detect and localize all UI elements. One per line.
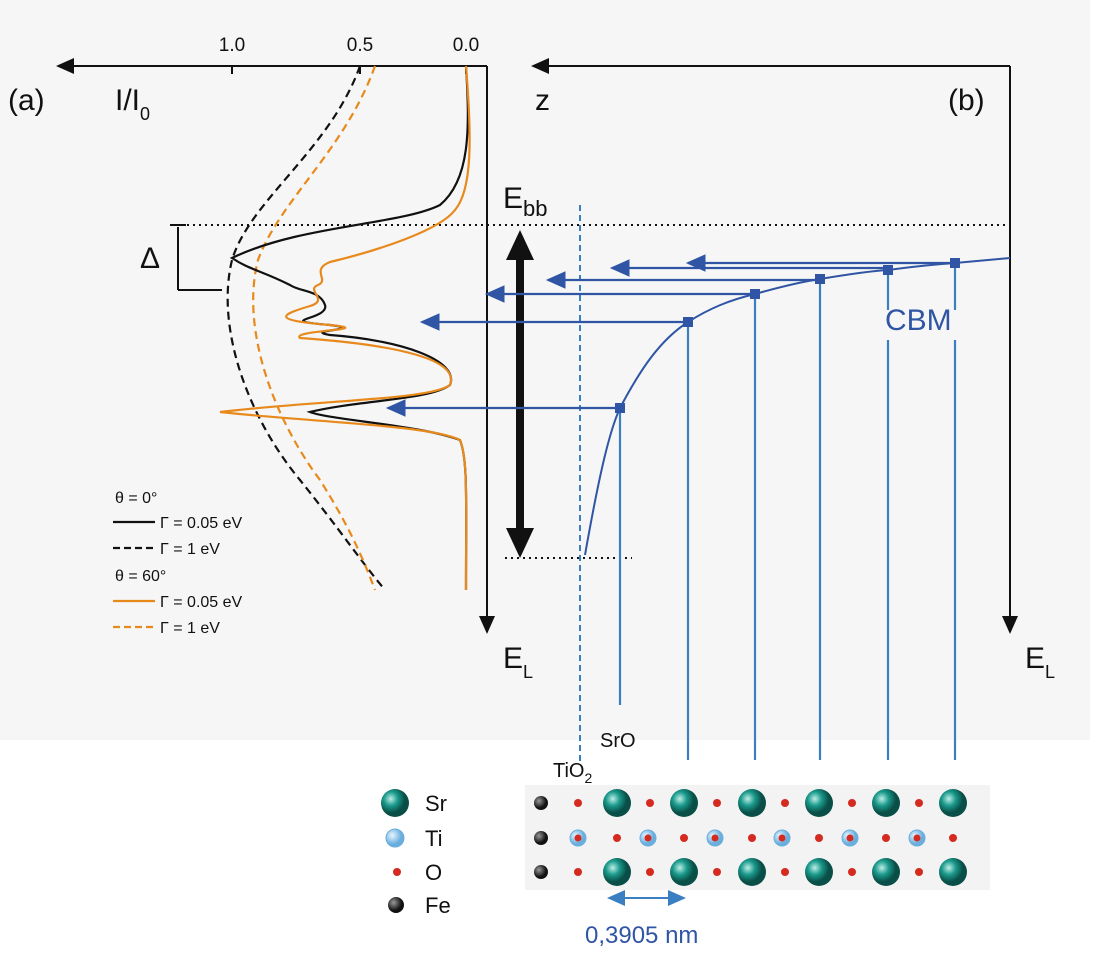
atom — [781, 799, 789, 807]
atom — [574, 868, 582, 876]
atom — [848, 799, 856, 807]
legend-title: θ = 60° — [115, 568, 166, 585]
legend-entry: Γ = 1 eV — [160, 541, 220, 558]
atom — [713, 868, 721, 876]
lattice — [534, 789, 967, 886]
atom — [872, 789, 900, 817]
atom — [872, 858, 900, 886]
atom — [815, 834, 823, 842]
atom — [913, 834, 921, 842]
axis-label: EL — [503, 642, 533, 682]
atom — [534, 796, 548, 810]
atom — [603, 789, 631, 817]
delta-label: Δ — [140, 242, 160, 275]
atom — [805, 858, 833, 886]
layer-main: TiO — [553, 760, 584, 782]
axis-label: z — [535, 84, 550, 117]
panel-label: (b) — [948, 84, 985, 117]
axis-label-sub: 0 — [140, 104, 150, 124]
legend-entry: Γ = 0.05 eV — [160, 594, 243, 611]
panel-background — [0, 0, 1090, 740]
ebb-main: E — [503, 182, 523, 215]
atom — [711, 834, 719, 842]
atom — [534, 865, 548, 879]
atom — [644, 834, 652, 842]
atom — [738, 789, 766, 817]
atom — [882, 834, 890, 842]
panel-b — [505, 58, 1018, 765]
legend-entry: Γ = 1 eV — [160, 620, 220, 637]
legend-entry: Ti — [425, 826, 443, 851]
layer-label: TiO2 — [553, 760, 592, 786]
ebb-label: Ebb — [503, 182, 548, 221]
legend-entry: O — [425, 860, 442, 885]
axis-label-main: E — [503, 642, 523, 675]
legend-entry: Γ = 0.05 eV — [160, 515, 243, 532]
atom — [646, 868, 654, 876]
axis-label: EL — [1025, 642, 1055, 682]
tick-label: 0.5 — [347, 35, 373, 56]
atom — [646, 799, 654, 807]
cbm-label: CBM — [885, 304, 952, 337]
tick-label: 1.0 — [219, 35, 245, 56]
lattice-legend: Sr Ti O Fe — [381, 789, 451, 918]
atom — [939, 858, 967, 886]
panel-a — [56, 58, 1010, 634]
atom — [915, 799, 923, 807]
layer-label: SrO — [600, 730, 636, 752]
spacing-label: 0,3905 nm — [585, 922, 698, 949]
axis-label-sub: L — [523, 662, 533, 682]
atom — [534, 831, 548, 845]
atom — [670, 858, 698, 886]
atom — [670, 789, 698, 817]
atom — [574, 799, 582, 807]
atom — [949, 834, 957, 842]
axis-label: I/I0 — [115, 84, 150, 124]
legend: θ = 0° Γ = 0.05 eV Γ = 1 eV θ = 60° Γ = … — [113, 490, 243, 637]
tick-label: 0.0 — [453, 35, 479, 56]
cbm — [385, 254, 1011, 760]
atom — [778, 834, 786, 842]
atom — [603, 858, 631, 886]
axis-label-main: I/I — [115, 84, 140, 117]
curves — [219, 65, 471, 591]
ebb-sub: bb — [523, 196, 547, 221]
axis-label-main: E — [1025, 642, 1045, 675]
atom — [805, 789, 833, 817]
panel-label: (a) — [8, 84, 45, 117]
legend-entry: Fe — [425, 893, 451, 918]
legend-title: θ = 0° — [115, 490, 157, 507]
axis-label-sub: L — [1045, 662, 1055, 682]
atom — [738, 858, 766, 886]
atom — [915, 868, 923, 876]
atom — [781, 868, 789, 876]
atom — [574, 834, 582, 842]
atom — [713, 799, 721, 807]
atom — [848, 868, 856, 876]
legend-entry: Sr — [425, 791, 447, 816]
layer-sub: 2 — [584, 770, 592, 786]
atom — [613, 834, 621, 842]
atom — [846, 834, 854, 842]
atom — [680, 834, 688, 842]
atom — [939, 789, 967, 817]
atom — [748, 834, 756, 842]
